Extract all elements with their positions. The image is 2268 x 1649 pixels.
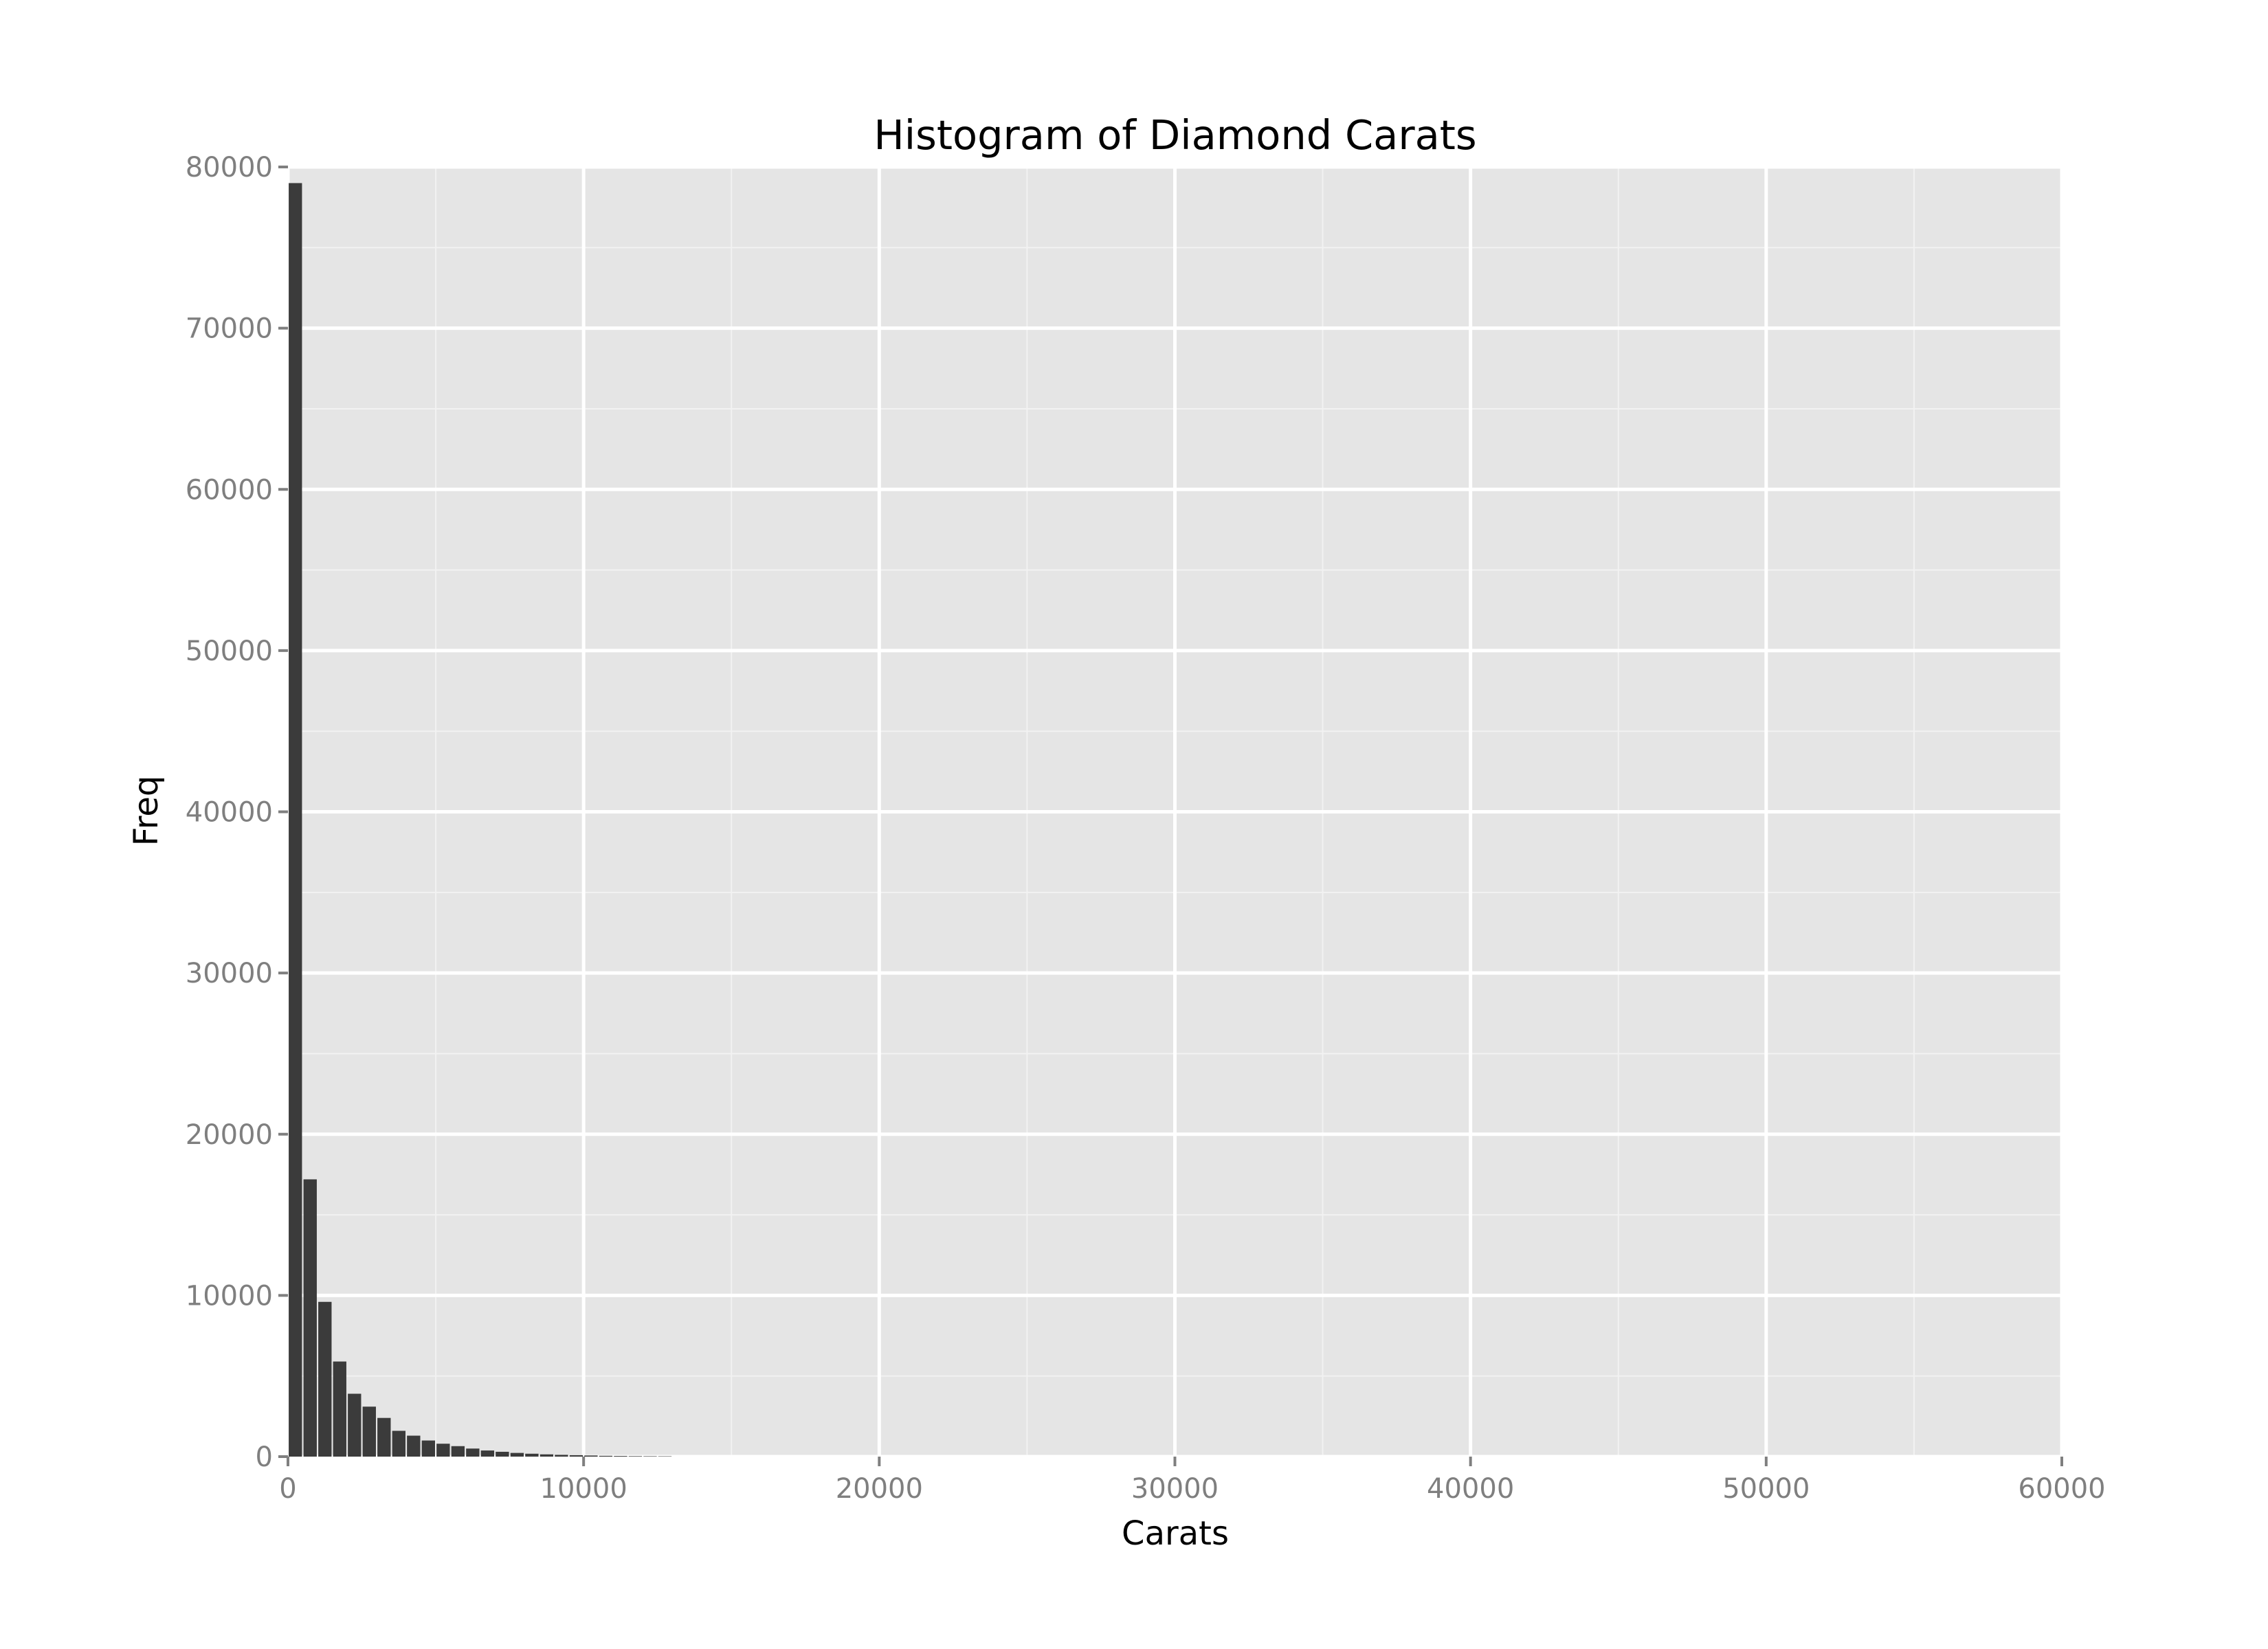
histogram-bar bbox=[540, 1454, 554, 1457]
histogram-bar bbox=[421, 1440, 436, 1457]
x-tick-label: 30000 bbox=[1131, 1473, 1219, 1505]
y-tick-label: 0 bbox=[256, 1442, 273, 1473]
x-tick-label: 50000 bbox=[1722, 1473, 1810, 1505]
y-tick-label: 30000 bbox=[186, 958, 273, 989]
y-tick-label: 50000 bbox=[186, 636, 273, 667]
chart-title: Histogram of Diamond Carats bbox=[874, 111, 1476, 159]
histogram-bar bbox=[510, 1452, 524, 1457]
histogram-bar bbox=[333, 1361, 346, 1457]
histogram-bar bbox=[303, 1179, 317, 1457]
x-axis-title: Carats bbox=[1122, 1514, 1229, 1553]
x-tick-label: 60000 bbox=[2018, 1473, 2105, 1505]
histogram-bar bbox=[614, 1456, 627, 1457]
histogram-bar bbox=[318, 1301, 332, 1457]
x-tick-labels: 0 10000 20000 30000 40000 50000 60000 bbox=[279, 1473, 2105, 1505]
histogram-bar bbox=[407, 1435, 421, 1457]
histogram-bar bbox=[451, 1446, 465, 1457]
histogram-bars bbox=[289, 183, 672, 1457]
x-tick-label: 20000 bbox=[836, 1473, 923, 1505]
histogram-bar bbox=[466, 1448, 480, 1457]
histogram-bar bbox=[584, 1455, 598, 1457]
histogram-bar bbox=[525, 1453, 539, 1457]
histogram-bar bbox=[362, 1406, 376, 1457]
histogram-bar bbox=[289, 183, 302, 1457]
histogram-bar bbox=[496, 1451, 509, 1457]
x-tick-label: 0 bbox=[279, 1473, 296, 1505]
y-tick-label: 10000 bbox=[186, 1280, 273, 1312]
histogram-bar bbox=[643, 1456, 657, 1457]
histogram-bar bbox=[377, 1417, 391, 1457]
y-tick-label: 20000 bbox=[186, 1119, 273, 1151]
histogram-bar bbox=[628, 1456, 643, 1457]
histogram-bar bbox=[480, 1450, 495, 1457]
histogram-bar bbox=[348, 1393, 362, 1457]
histogram-bar bbox=[555, 1455, 568, 1457]
axis-ticks bbox=[278, 166, 2063, 1466]
histogram-bar bbox=[392, 1431, 405, 1457]
y-tick-label: 40000 bbox=[186, 797, 273, 829]
histogram-bar bbox=[599, 1455, 613, 1457]
gridlines bbox=[286, 165, 2064, 1459]
histogram-bar bbox=[436, 1444, 450, 1457]
y-tick-label: 80000 bbox=[186, 152, 273, 183]
y-tick-labels: 0 10000 20000 30000 40000 50000 60000 70000 8000… bbox=[186, 152, 273, 1473]
y-tick-label: 60000 bbox=[186, 474, 273, 506]
x-tick-label: 10000 bbox=[540, 1473, 627, 1505]
y-axis-title: Freq bbox=[127, 776, 166, 846]
x-tick-label: 40000 bbox=[1427, 1473, 1514, 1505]
histogram-bar bbox=[569, 1455, 583, 1457]
y-tick-label: 70000 bbox=[186, 313, 273, 345]
